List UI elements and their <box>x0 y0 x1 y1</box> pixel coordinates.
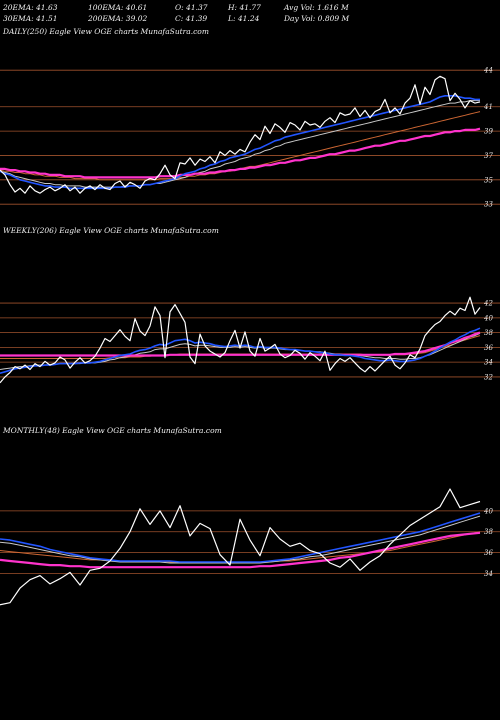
daily-y-tick-label: 44 <box>483 67 493 75</box>
monthly-ema30-line <box>0 515 481 564</box>
monthly-ema20-line <box>0 512 481 563</box>
monthly-ema100-line <box>0 531 481 563</box>
weekly-y-tick-label: 32 <box>484 373 493 381</box>
monthly-y-tick-label: 36 <box>484 549 493 557</box>
daily-y-tick-label: 37 <box>484 152 493 160</box>
weekly-y-tick-label: 34 <box>484 359 493 367</box>
daily-ema20-line <box>0 95 480 190</box>
weekly-y-tick-label: 36 <box>484 344 493 352</box>
daily-y-tick-label: 41 <box>483 103 493 111</box>
header-ema30: 30EMA: 41.51 <box>3 14 58 23</box>
monthly-ema200-line <box>0 531 481 569</box>
monthly-panel-label: MONTHLY(48) Eagle View OGE charts Munafa… <box>3 426 222 435</box>
daily-y-tick-label: 35 <box>484 176 493 184</box>
header-low: L: 41.24 <box>228 14 260 23</box>
weekly-price-line <box>0 296 481 384</box>
daily-panel-label: DAILY(250) Eagle View OGE charts MunafaS… <box>3 27 209 36</box>
weekly-y-tick-label: 42 <box>483 300 493 308</box>
daily-y-tick-label: 33 <box>484 201 493 209</box>
monthly-y-tick-label: 40 <box>483 507 493 515</box>
monthly-y-tick-label: 34 <box>484 570 493 578</box>
header-ema100: 100EMA: 40.61 <box>88 3 148 12</box>
daily-ema30-line <box>0 100 480 188</box>
daily-price-line <box>0 75 481 194</box>
daily-y-tick-label: 39 <box>484 128 493 136</box>
header-day-vol: Day Vol: 0.809 M <box>284 14 350 23</box>
weekly-ema200-line <box>0 331 481 357</box>
header-ema200: 200EMA: 39.02 <box>88 14 148 23</box>
header-ema20: 20EMA: 41.63 <box>3 3 58 12</box>
weekly-y-tick-label: 38 <box>484 329 493 337</box>
header-avg-vol: Avg Vol: 1.616 M <box>284 3 349 12</box>
header-close: C: 41.39 <box>175 14 208 23</box>
monthly-y-tick-label: 38 <box>484 528 493 536</box>
monthly-price-line <box>0 488 481 606</box>
weekly-y-tick-label: 40 <box>483 314 493 322</box>
weekly-panel-label: WEEKLY(206) Eagle View OGE charts Munafa… <box>3 226 219 235</box>
weekly-chart: 42 40 38 36 34 32 <box>0 296 500 384</box>
daily-chart: 44 41 39 37 35 33 <box>0 67 500 209</box>
daily-ema200-line <box>0 127 481 179</box>
header-high: H: 41.77 <box>228 3 261 12</box>
monthly-chart: 40 38 36 34 <box>0 488 500 606</box>
header-open: O: 41.37 <box>175 3 208 12</box>
